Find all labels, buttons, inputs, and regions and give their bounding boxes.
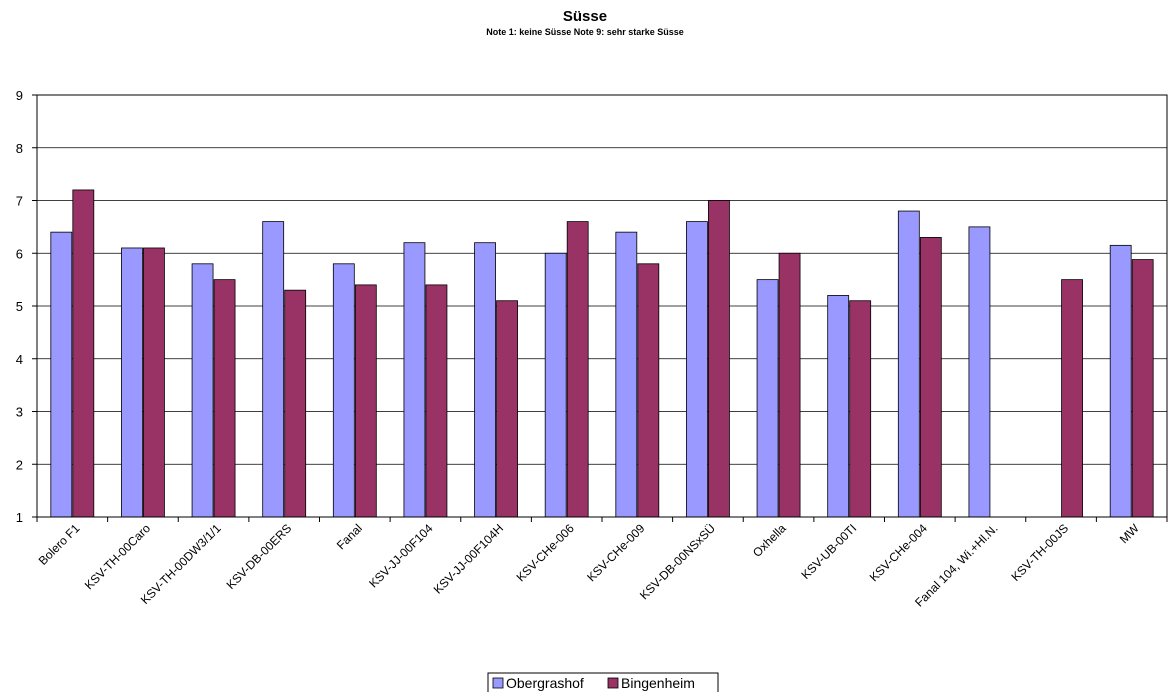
bar-obergrashof-6 <box>474 242 496 518</box>
bar-obergrashof-12 <box>897 210 920 518</box>
category-label: Fanal <box>334 521 365 552</box>
legend: Obergrashof Bingenheim <box>487 672 719 692</box>
category-label: KSV-DB-00ERS <box>224 521 295 592</box>
category-label: MW <box>1117 521 1142 546</box>
bar-obergrashof-13 <box>968 226 991 518</box>
bar-obergrashof-3 <box>262 221 285 518</box>
chart-subtitle: Note 1: keine Süsse Note 9: sehr starke … <box>486 27 684 37</box>
y-tick-label: 3 <box>16 405 23 420</box>
bars <box>50 189 1154 518</box>
legend-label-bingenheim: Bingenheim <box>621 675 695 691</box>
y-tick-label: 7 <box>16 194 23 209</box>
bar-obergrashof-10 <box>756 279 779 518</box>
bar-bingenheim-6 <box>496 300 518 518</box>
chart-title: Süsse <box>563 8 607 25</box>
legend-swatch-obergrashof <box>492 677 504 689</box>
category-label: KSV-TH-00JS <box>1008 521 1071 584</box>
category-label: KSV-JJ-00F104 <box>366 521 436 591</box>
bar-obergrashof-5 <box>403 242 426 518</box>
bar-obergrashof-1 <box>121 247 143 518</box>
category-label: Bolero F1 <box>36 521 83 568</box>
bar-obergrashof-9 <box>686 221 708 518</box>
bar-obergrashof-2 <box>191 263 214 518</box>
legend-label-obergrashof: Obergrashof <box>506 675 584 691</box>
bar-obergrashof-7 <box>544 252 567 518</box>
bar-obergrashof-15 <box>1109 244 1132 518</box>
category-label: KSV-JJ-00F104H <box>431 521 506 596</box>
bar-bingenheim-8 <box>637 263 660 518</box>
y-tick-labels: 1 2 3 4 5 6 7 8 9 <box>16 88 23 525</box>
category-label: KSV-CHe-004 <box>867 521 930 584</box>
bar-bingenheim-12 <box>919 237 942 518</box>
bar-bingenheim-3 <box>284 289 307 518</box>
y-tick-label: 2 <box>16 457 23 472</box>
y-tick-label: 6 <box>16 246 23 261</box>
bar-obergrashof-11 <box>827 295 850 518</box>
legend-box <box>487 672 719 692</box>
y-tick-label: 5 <box>16 299 23 314</box>
category-label: KSV-TH-00DW3/1/1 <box>138 521 224 607</box>
bar-bingenheim-0 <box>72 189 95 518</box>
legend-swatch-bingenheim <box>607 677 619 689</box>
y-tick-label: 4 <box>16 352 23 367</box>
bar-obergrashof-0 <box>50 231 73 518</box>
bar-bingenheim-4 <box>354 284 377 518</box>
category-label: KSV-UB-00TI <box>798 521 859 582</box>
bar-bingenheim-14 <box>1061 279 1083 518</box>
bar-bingenheim-10 <box>778 252 801 518</box>
bar-bingenheim-2 <box>213 279 236 518</box>
bar-bingenheim-9 <box>708 200 730 518</box>
bar-bingenheim-11 <box>849 300 872 518</box>
y-tick-label: 9 <box>16 88 23 103</box>
axes <box>32 94 1168 522</box>
category-label: KSV-TH-00Caro <box>82 521 153 592</box>
y-tick-label: 1 <box>16 510 23 525</box>
bar-bingenheim-1 <box>143 247 165 518</box>
category-label: KSV-DB-00NSxSÜ <box>637 521 718 602</box>
category-label: KSV-CHe-009 <box>584 521 647 584</box>
bar-bingenheim-7 <box>566 221 589 518</box>
bar-obergrashof-4 <box>332 263 355 518</box>
y-tick-label: 8 <box>16 141 23 156</box>
category-label: Oxhella <box>750 521 789 560</box>
bar-bingenheim-15 <box>1131 259 1154 518</box>
bar-bingenheim-5 <box>425 284 448 518</box>
category-label: KSV-CHe-006 <box>514 521 577 584</box>
bar-obergrashof-8 <box>615 231 638 518</box>
